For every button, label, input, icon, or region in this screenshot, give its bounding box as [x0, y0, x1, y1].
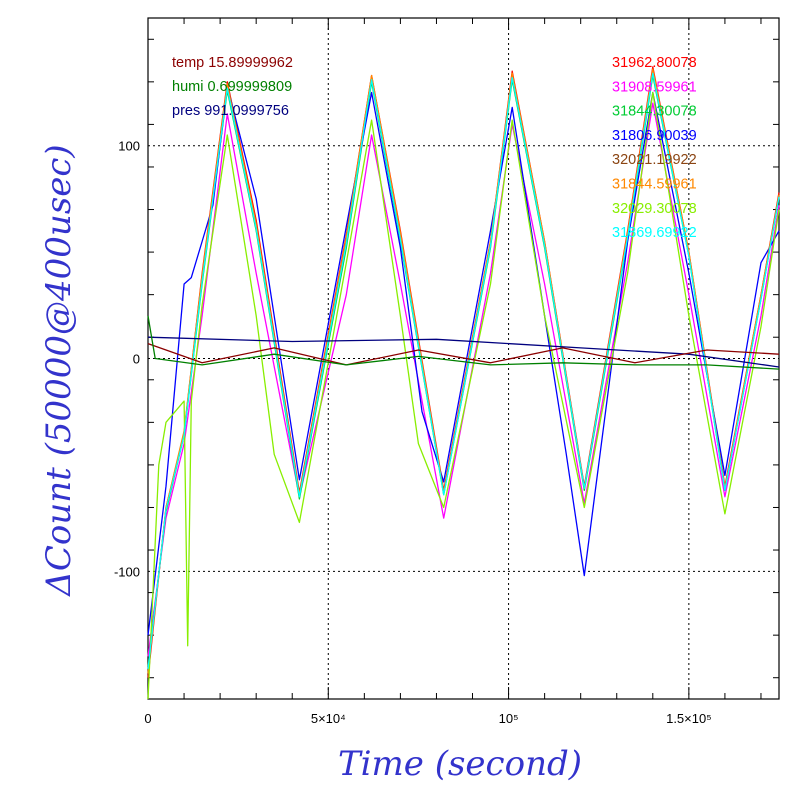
series-group — [147, 66, 780, 700]
series-line-6 — [147, 91, 780, 700]
sensor-legend-entry: 31908.59961 — [612, 79, 697, 95]
env-legend-entry: pres 991.0999756 — [172, 103, 289, 119]
y-tick-label: -100 — [114, 564, 140, 579]
tick-labels: 0 5×10⁴ 10⁵ 1.5×10⁵ -100 0 100 — [114, 139, 712, 726]
axis-ticks — [147, 18, 779, 699]
x-tick-label: 1.5×10⁵ — [666, 711, 712, 726]
y-axis-title: ΔCount (50000@400usec) — [39, 144, 79, 597]
sensor-legend-entry: 31844.59961 — [612, 177, 697, 193]
x-tick-label: 0 — [144, 711, 151, 726]
env-legend-entry: humi 0.699999809 — [172, 79, 292, 95]
sensor-legend-entry: 32029.30078 — [612, 201, 697, 217]
series-line-10 — [147, 315, 780, 370]
sensor-legend-entry: 31869.69922 — [612, 225, 697, 241]
sensor-legend-entry: 31806.90039 — [612, 128, 697, 144]
sensor-legend-entry: 32021.19922 — [612, 152, 697, 168]
series-line-7 — [147, 72, 780, 670]
env-legend: temp 15.89999962 humi 0.699999809 pres 991… — [172, 55, 293, 119]
x-tick-label: 10⁵ — [499, 711, 519, 726]
x-axis-title: Time (second) — [338, 744, 582, 784]
sensor-legend-entry: 31844.30078 — [612, 104, 697, 120]
series-line-9 — [147, 342, 780, 366]
y-tick-label: 100 — [118, 139, 140, 154]
sensor-legend: 31962.80078 31908.59961 31844.30078 31806.9… — [612, 55, 697, 241]
sensor-legend-entry: 31962.80078 — [612, 55, 697, 71]
x-tick-label: 5×10⁴ — [311, 711, 346, 726]
y-tick-label: 0 — [133, 352, 140, 367]
env-legend-entry: temp 15.89999962 — [172, 55, 293, 71]
series-line-8 — [147, 336, 780, 368]
